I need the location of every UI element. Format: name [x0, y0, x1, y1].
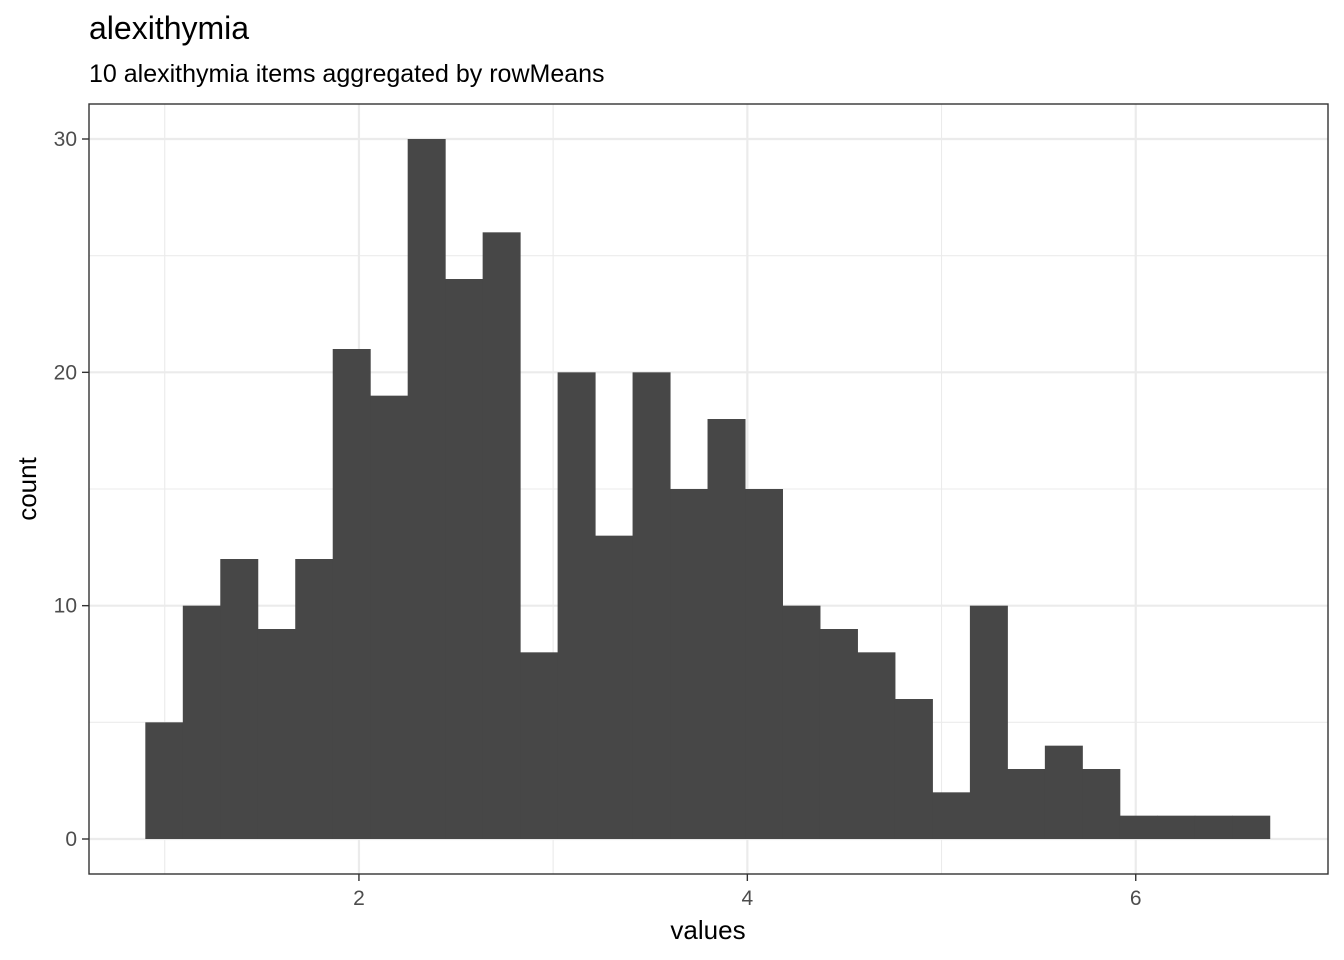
chart-title: alexithymia	[89, 10, 249, 46]
histogram-bar	[257, 629, 296, 839]
histogram-bar	[295, 559, 334, 839]
x-tick-label: 6	[1130, 887, 1142, 910]
y-tick-label: 20	[54, 361, 77, 384]
histogram-bar	[370, 395, 409, 839]
histogram-bar	[707, 419, 746, 839]
histogram-bar	[1044, 745, 1083, 839]
y-tick-label: 10	[54, 595, 77, 618]
histogram-bar	[1157, 815, 1196, 839]
x-axis-title: values	[670, 915, 745, 945]
histogram-bar	[857, 652, 896, 839]
axis-ticks: 0 10 20 30 2 4 6	[54, 128, 1142, 910]
histogram-bar	[445, 279, 484, 839]
histogram-bar	[595, 535, 634, 839]
histogram-bar	[220, 559, 259, 839]
histogram-bar	[969, 605, 1008, 839]
histogram-bar	[894, 699, 933, 839]
histogram-bar	[782, 605, 821, 839]
histogram-bar	[1232, 815, 1271, 839]
x-tick-label: 4	[741, 887, 753, 910]
histogram-bar	[332, 349, 371, 839]
histogram-bar	[932, 792, 971, 839]
x-tick-label: 2	[353, 887, 365, 910]
histogram-bar	[520, 652, 559, 839]
y-tick-label: 30	[54, 128, 77, 151]
histogram-bar	[557, 372, 596, 839]
y-tick-label: 0	[65, 828, 77, 851]
histogram-bar	[1194, 815, 1233, 839]
histogram-bar	[182, 605, 221, 839]
histogram-bar	[482, 232, 521, 840]
plot-panel-border	[88, 103, 1329, 875]
histogram-bar	[407, 139, 446, 839]
chart-subtitle: 10 alexithymia items aggregated by rowMe…	[89, 60, 605, 88]
histogram-bar	[745, 489, 783, 839]
histogram-bar	[1082, 769, 1121, 839]
histogram-bar	[1007, 769, 1046, 839]
histogram-bar	[145, 722, 184, 839]
histogram-bar	[1119, 815, 1158, 839]
histogram-bar	[632, 372, 671, 839]
histogram-bar	[819, 629, 858, 839]
histogram-bars	[145, 139, 1271, 840]
histogram-bar	[670, 489, 709, 839]
y-axis-title: count	[12, 456, 42, 520]
